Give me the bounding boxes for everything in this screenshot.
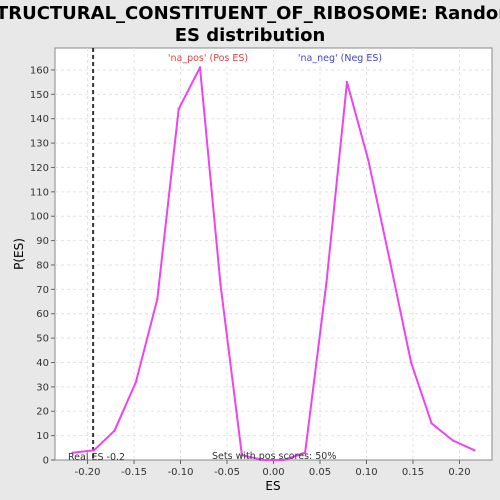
- y-axis-title: P(ES): [12, 238, 26, 270]
- x-tick-label: 0.15: [402, 467, 424, 478]
- data-point: [219, 283, 222, 286]
- x-tick-label: 0.20: [448, 467, 470, 478]
- data-point: [388, 258, 391, 262]
- data-point: [92, 449, 96, 452]
- x-tick-label: 0.05: [309, 467, 331, 478]
- x-tick-label: -0.20: [75, 467, 101, 478]
- y-tick-label: 140: [30, 114, 49, 125]
- data-point: [473, 449, 476, 452]
- x-axis-title: ES: [265, 479, 280, 493]
- data-point: [240, 453, 244, 457]
- y-tick-label: 90: [36, 236, 49, 247]
- y-tick-label: 80: [36, 260, 49, 271]
- y-tick-label: 10: [36, 431, 49, 442]
- data-point: [325, 280, 328, 284]
- y-tick-label: 70: [36, 285, 49, 296]
- y-tick-label: 50: [36, 334, 49, 345]
- neg-es-label: 'na_neg' (Neg ES): [298, 53, 382, 64]
- data-point: [409, 361, 413, 364]
- y-tick-label: 40: [36, 358, 49, 369]
- y-tick-label: 150: [30, 90, 49, 101]
- data-point: [282, 458, 285, 462]
- grid-lines: [55, 48, 492, 460]
- es-distribution-line: [72, 66, 475, 461]
- y-tick-label: 110: [30, 187, 49, 198]
- sets-pos-scores-label: Sets with pos scores: 50%: [212, 451, 336, 462]
- x-axis: -0.20 -0.15 -0.10 -0.05 0.00 0.05 0.10 0.15 0.20: [75, 460, 471, 478]
- x-tick-label: -0.05: [214, 467, 240, 478]
- data-point: [367, 158, 370, 162]
- x-tick-label: 0.10: [355, 467, 377, 478]
- y-tick-label: 0: [43, 456, 49, 467]
- series-layer: [71, 66, 476, 462]
- y-tick-label: 30: [36, 382, 49, 393]
- data-point: [303, 451, 307, 454]
- x-tick-label: -0.10: [168, 467, 194, 478]
- data-point: [198, 66, 202, 69]
- pos-es-label: 'na_pos' (Pos ES): [168, 53, 248, 64]
- y-tick-label: 130: [30, 139, 49, 150]
- data-point: [134, 380, 138, 384]
- data-point: [71, 451, 74, 454]
- data-point: [113, 429, 116, 432]
- y-tick-label: 160: [30, 65, 49, 76]
- data-point: [156, 297, 159, 301]
- x-tick-label: 0.00: [262, 467, 284, 478]
- chart-title-line1: STRUCTURAL_CONSTITUENT_OF_RIBOSOME: Rand…: [0, 3, 500, 24]
- chart-title-line2: ES distribution: [175, 25, 326, 46]
- y-tick-label: 60: [36, 309, 49, 320]
- real-es-label: Real ES -0.2: [68, 452, 125, 463]
- y-tick-label: 20: [36, 407, 49, 418]
- y-axis: 0 10 20 30 40 50 60 70 80 90 100 110 120 130 140 150 160: [30, 65, 55, 467]
- data-point: [177, 107, 180, 111]
- data-point: [451, 439, 455, 442]
- data-point: [345, 80, 349, 84]
- data-point: [430, 422, 433, 425]
- y-tick-label: 100: [30, 212, 49, 223]
- y-tick-label: 120: [30, 163, 49, 174]
- x-tick-label: -0.15: [121, 467, 147, 478]
- data-point: [262, 458, 265, 462]
